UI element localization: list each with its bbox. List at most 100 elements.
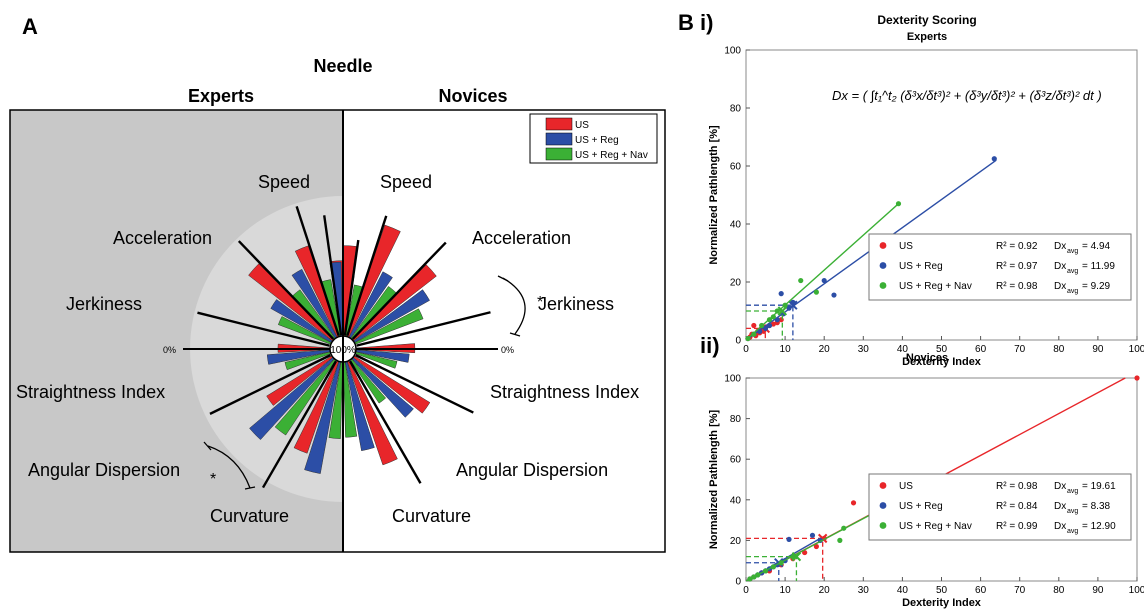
experts-label-acceleration: Acceleration	[113, 228, 212, 248]
us-reg-data-point	[786, 536, 792, 542]
novices-separator-ray	[351, 241, 447, 340]
x-tick-label: 80	[1053, 585, 1065, 596]
novices-label-angular-dispersion: Angular Dispersion	[456, 460, 608, 480]
experts-significance-bracket	[207, 445, 251, 489]
y-axis-label: Normalized Pathlength [%]	[708, 409, 720, 549]
novices-bracket-cap	[509, 332, 521, 337]
x-tick-label: 0	[743, 344, 749, 355]
experts-label-curvature: Curvature	[210, 506, 289, 526]
novices-separator-ray	[348, 360, 422, 484]
novices-significance-star: *	[537, 294, 543, 311]
x-tick-label: 0	[743, 585, 749, 596]
x-tick-label: 30	[858, 344, 870, 355]
experts-significance-star: *	[210, 471, 216, 488]
us-reg-nav-data-point	[782, 302, 788, 308]
y-tick-label: 40	[730, 495, 742, 506]
us-reg-data-point	[766, 322, 773, 329]
x-tick-label: 100	[1129, 585, 1144, 596]
us-reg-data-point	[774, 317, 780, 323]
y-tick-label: 20	[730, 536, 742, 547]
x-tick-label: 40	[897, 344, 909, 355]
panel-b: B i) ii) Dexterity Scoring Experts Novic…	[678, 10, 1144, 609]
us-reg-nav-data-point	[798, 277, 804, 284]
legend-dx-us-reg-nav: Dx	[1054, 281, 1066, 292]
us-reg-data-point	[821, 277, 827, 284]
us-data-point	[850, 500, 857, 506]
y-tick-label: 60	[730, 162, 742, 173]
novices-separator-ray	[355, 354, 474, 414]
y-tick-label: 0	[735, 336, 741, 347]
rose-legend-swatch-us	[545, 117, 573, 131]
legend-dx-sub-us-reg-nav: avg	[1067, 528, 1078, 535]
us-data-point	[813, 543, 819, 550]
experts-bracket-cap	[244, 486, 256, 490]
x-axis-label: Dexterity Index	[902, 356, 982, 368]
legend-dx-sub-us: avg	[1067, 488, 1078, 495]
novices-separator-ray	[356, 311, 491, 347]
legend-r2-us-reg: R² = 0.84	[996, 501, 1038, 512]
x-tick-label: 100	[1129, 344, 1144, 355]
us-reg-nav-average-marker	[777, 306, 788, 316]
scatter-novices: 0 10 20 30 40 50 60 70 80 90 100 0 20 40 60 80 100 Dexter…	[708, 374, 1144, 610]
legend-dx-value-us: = 19.61	[1082, 481, 1116, 492]
scatter-experts: 0 10 20 30 40 50 60 70 80 90 100 0 20 40 60 80 100 Dexter…	[708, 46, 1144, 369]
us-reg-nav-average-marker	[791, 551, 802, 562]
legend-marker-us	[879, 482, 887, 489]
x-tick-label: 90	[1092, 344, 1104, 355]
panel-letter-b-i: i)	[700, 10, 713, 35]
experts-separator-ray	[197, 311, 330, 347]
rose-legend-label-us-reg: US + Reg	[575, 135, 619, 146]
rose-chart: 100%0%0%SpeedSpeedAccelerationAccelerati…	[16, 172, 639, 526]
legend-dx-us-reg: Dx	[1054, 261, 1066, 272]
dexterity-formula: Dx = ( ∫t₁^t₂ (δ³x/δt³)² + (δ³y/δt³)² + …	[832, 88, 1102, 103]
legend-label-us: US	[899, 241, 913, 252]
us-reg-nav-data-point	[745, 335, 751, 342]
scatter-novices-title: Novices	[906, 352, 948, 364]
us-reg-nav-data-point	[895, 201, 902, 207]
outer-label-0-right: 0%	[501, 345, 514, 355]
legend-dx-sub-us-reg: avg	[1067, 508, 1078, 515]
legend-dx-sub-us: avg	[1067, 248, 1078, 255]
us-data-point	[751, 322, 757, 329]
y-tick-label: 100	[724, 374, 741, 385]
experts-label-jerkiness: Jerkiness	[66, 294, 142, 314]
novices-bracket-cap	[497, 275, 509, 282]
x-tick-label: 60	[975, 344, 987, 355]
novices-label-jerkiness: Jerkiness	[538, 294, 614, 314]
x-tick-label: 30	[858, 585, 870, 596]
x-tick-label: 90	[1092, 585, 1104, 596]
rose-legend-label-us-reg-nav: US + Reg + Nav	[575, 150, 648, 161]
x-tick-label: 80	[1053, 344, 1065, 355]
y-axis-label: Normalized Pathlength [%]	[708, 125, 720, 265]
x-tick-label: 40	[897, 585, 909, 596]
us-reg-nav-data-point	[759, 322, 765, 329]
us-data-point	[802, 549, 808, 556]
legend-dx-value-us-reg-nav: = 12.90	[1082, 521, 1116, 532]
panel-letter-b-ii: ii)	[700, 333, 720, 358]
y-tick-label: 80	[730, 414, 742, 425]
us-reg-data-point	[991, 156, 997, 162]
us-reg-nav-data-point	[774, 308, 780, 314]
us-data-point	[1134, 375, 1140, 381]
rose-legend-label-us: US	[575, 120, 589, 131]
us-reg-nav-data-point	[755, 572, 761, 578]
us-reg-nav-data-point	[841, 525, 847, 531]
x-tick-label: 20	[819, 585, 831, 596]
novices-label-curvature: Curvature	[392, 506, 471, 526]
x-tick-label: 70	[1014, 585, 1026, 596]
us-data-point	[770, 321, 776, 327]
us-reg-nav-data-point	[770, 564, 776, 570]
legend-dx-us: Dx	[1054, 241, 1066, 252]
legend-dx-value-us-reg: = 11.99	[1082, 261, 1115, 272]
legend-label-us-reg-nav: US + Reg + Nav	[899, 281, 972, 292]
panel-letter-a: A	[22, 14, 38, 39]
experts-label: Experts	[188, 86, 254, 106]
scatter-legend-box	[868, 233, 1132, 301]
rose-legend-swatch-us-reg	[545, 132, 573, 146]
scatter-experts-title: Dexterity Scoring	[877, 13, 976, 27]
legend-label-us-reg: US + Reg	[899, 261, 943, 272]
legend-marker-us-reg	[879, 262, 887, 269]
formula-text: Dx = ( ∫t₁^t₂ (δ³x/δt³)² + (δ³y/δt³)² + …	[832, 88, 1102, 103]
legend-label-us-reg: US + Reg	[899, 501, 943, 512]
